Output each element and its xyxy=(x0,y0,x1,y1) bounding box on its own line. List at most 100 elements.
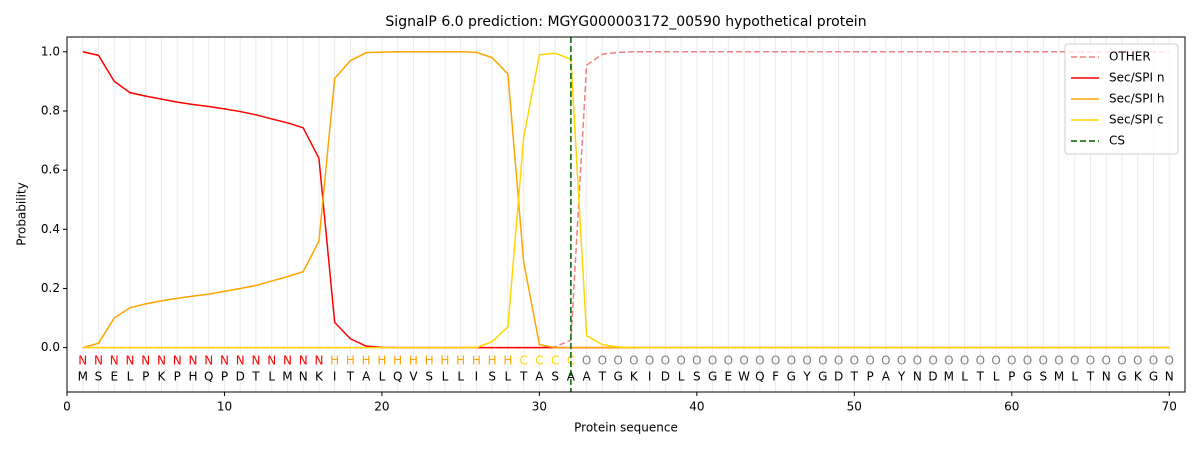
x-tick-label: 20 xyxy=(374,400,389,414)
residue-label: S xyxy=(95,370,103,384)
region-label: O xyxy=(755,354,764,368)
residue-label: G xyxy=(613,370,622,384)
y-axis-label: Probability xyxy=(15,182,29,245)
region-label: N xyxy=(157,354,166,368)
region-label: H xyxy=(440,354,449,368)
region-label: O xyxy=(850,354,859,368)
residue-label: L xyxy=(379,370,386,384)
region-label: H xyxy=(393,354,402,368)
region-label: O xyxy=(944,354,953,368)
region-label: O xyxy=(1117,354,1126,368)
residue-label: V xyxy=(409,370,418,384)
region-label: O xyxy=(629,354,638,368)
region-label: O xyxy=(1102,354,1111,368)
residue-label: K xyxy=(1134,370,1143,384)
residue-label: E xyxy=(110,370,118,384)
residue-label: P xyxy=(866,370,873,384)
region-label: H xyxy=(503,354,512,368)
region-label: C xyxy=(567,354,575,368)
residue-label: E xyxy=(725,370,733,384)
region-label: O xyxy=(676,354,685,368)
x-tick-label: 50 xyxy=(847,400,862,414)
region-label: O xyxy=(771,354,780,368)
region-label: O xyxy=(991,354,1000,368)
region-label: O xyxy=(1007,354,1016,368)
residue-label: T xyxy=(519,370,528,384)
region-label: O xyxy=(1039,354,1048,368)
residue-label: G xyxy=(818,370,827,384)
chart-title: SignalP 6.0 prediction: MGYG000003172_00… xyxy=(385,14,866,30)
region-label: H xyxy=(409,354,418,368)
residue-label: S xyxy=(693,370,701,384)
series-line xyxy=(82,51,1170,349)
region-label: N xyxy=(173,354,182,368)
residue-label: T xyxy=(850,370,859,384)
residue-label: M xyxy=(944,370,954,384)
series-line xyxy=(82,51,1170,349)
residue-label: D xyxy=(236,370,245,384)
residue-label: L xyxy=(505,370,512,384)
residue-label: P xyxy=(174,370,181,384)
region-label: N xyxy=(94,354,103,368)
residue-label: G xyxy=(1117,370,1126,384)
region-label: H xyxy=(346,354,355,368)
legend-label: OTHER xyxy=(1109,50,1151,64)
residue-label: T xyxy=(976,370,985,384)
residue-label: N xyxy=(1102,370,1111,384)
region-label: N xyxy=(220,354,229,368)
y-tick-label: 0.6 xyxy=(41,163,60,177)
region-label: O xyxy=(692,354,701,368)
region-label: N xyxy=(267,354,276,368)
residue-label: N xyxy=(913,370,922,384)
region-label: O xyxy=(582,354,591,368)
series-line xyxy=(82,52,1170,349)
residue-label: G xyxy=(1023,370,1032,384)
residue-label: M xyxy=(282,370,292,384)
residue-label: A xyxy=(882,370,891,384)
residue-label: G xyxy=(708,370,717,384)
region-label: O xyxy=(928,354,937,368)
residue-label: G xyxy=(1149,370,1158,384)
region-label: O xyxy=(1023,354,1032,368)
region-label: N xyxy=(314,354,323,368)
residue-label: K xyxy=(315,370,324,384)
plot-frame xyxy=(66,36,1186,393)
region-label: H xyxy=(472,354,481,368)
region-label: O xyxy=(897,354,906,368)
x-tick-label: 10 xyxy=(217,400,232,414)
region-label: C xyxy=(535,354,543,368)
residue-label: S xyxy=(1039,370,1047,384)
residue-label: L xyxy=(457,370,464,384)
residue-label: D xyxy=(928,370,937,384)
legend-label: Sec/SPI h xyxy=(1109,92,1164,106)
residue-label: I xyxy=(648,370,652,384)
residue-label: L xyxy=(961,370,968,384)
region-label: O xyxy=(1070,354,1079,368)
x-tick-label: 40 xyxy=(689,400,704,414)
residue-label: P xyxy=(142,370,149,384)
region-label: O xyxy=(1149,354,1158,368)
residue-label: T xyxy=(251,370,260,384)
residue-label: D xyxy=(661,370,670,384)
region-label: O xyxy=(818,354,827,368)
region-label: N xyxy=(78,354,87,368)
region-label: H xyxy=(362,354,371,368)
region-label: O xyxy=(834,354,843,368)
residue-label: W xyxy=(738,370,750,384)
region-label: N xyxy=(251,354,260,368)
residue-label: T xyxy=(346,370,355,384)
region-label: N xyxy=(125,354,134,368)
region-label: O xyxy=(598,354,607,368)
residue-label: L xyxy=(268,370,275,384)
region-label: O xyxy=(1133,354,1142,368)
residue-label: Y xyxy=(897,370,906,384)
region-label: C xyxy=(519,354,527,368)
region-label: N xyxy=(141,354,150,368)
residue-label: N xyxy=(299,370,308,384)
region-label: O xyxy=(1086,354,1095,368)
residue-label: L xyxy=(993,370,1000,384)
legend-label: Sec/SPI n xyxy=(1109,71,1164,85)
residue-label: Q xyxy=(204,370,213,384)
residue-label: I xyxy=(475,370,479,384)
